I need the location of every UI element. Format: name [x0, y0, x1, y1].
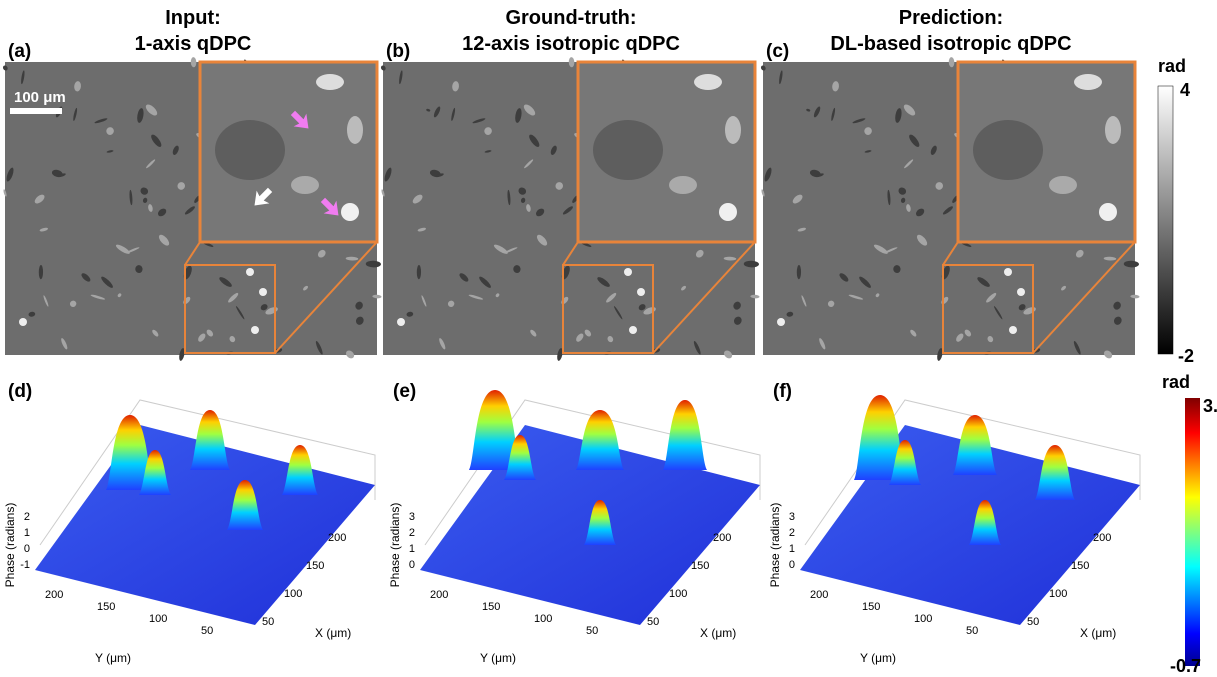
z-tick: 1 — [789, 543, 795, 555]
inset-cell — [316, 74, 344, 90]
panel-label: (c) — [766, 41, 789, 62]
inset-cell — [1105, 116, 1121, 144]
x-axis-label: X (μm) — [315, 626, 351, 640]
x-tick: 150 — [691, 560, 709, 572]
y-tick: 100 — [149, 613, 167, 625]
peak — [576, 410, 624, 470]
inset-cell — [725, 116, 741, 144]
y-tick: 200 — [430, 589, 448, 601]
bright-cell — [777, 318, 785, 326]
x-tick: 50 — [647, 616, 659, 628]
peak — [953, 415, 997, 475]
y-tick: 150 — [862, 601, 880, 613]
bright-cell — [251, 326, 259, 334]
inset-cell — [347, 116, 363, 144]
title: Input: — [165, 7, 221, 29]
title: DL-based isotropic qDPC — [830, 33, 1071, 55]
bright-cell — [19, 318, 27, 326]
z-tick: 3 — [409, 511, 415, 523]
bright-cell — [246, 268, 254, 276]
z-tick: 1 — [24, 527, 30, 539]
scale-bar — [10, 108, 62, 114]
x-tick: 100 — [669, 588, 687, 600]
colorbar-max: 4 — [1180, 80, 1190, 100]
z-axis-label: Phase (radians) — [768, 503, 782, 588]
scale-label: 100 μm — [14, 89, 66, 106]
bright-cell — [1009, 326, 1017, 334]
title: Ground-truth: — [505, 7, 636, 29]
y-tick: 150 — [482, 601, 500, 613]
x-axis-label: X (μm) — [1080, 626, 1116, 640]
x-tick: 50 — [1027, 616, 1039, 628]
z-tick: 2 — [409, 527, 415, 539]
x-tick: 150 — [306, 560, 324, 572]
y-tick: 150 — [97, 601, 115, 613]
y-tick: 200 — [810, 589, 828, 601]
title: 1-axis qDPC — [135, 33, 252, 55]
z-tick: 2 — [24, 511, 30, 523]
x-tick: 100 — [1049, 588, 1067, 600]
figure: Input: 1-axis qDPC (a) 100 μm Ground-truth: 1… — [0, 0, 1217, 677]
y-tick: 50 — [966, 625, 978, 637]
inset-cell — [694, 74, 722, 90]
y-tick: 100 — [534, 613, 552, 625]
z-tick: 2 — [789, 527, 795, 539]
inset-cell — [719, 203, 737, 221]
panel-label: (e) — [393, 381, 416, 402]
panel-label: (d) — [8, 381, 32, 402]
y-tick: 50 — [201, 625, 213, 637]
inset-dark — [973, 120, 1043, 180]
y-axis-label: Y (μm) — [480, 651, 516, 665]
colorbar-min: -2 — [1178, 346, 1194, 366]
z-tick: 0 — [789, 559, 795, 571]
z-axis-label: Phase (radians) — [3, 503, 17, 588]
inset-cell — [669, 176, 697, 194]
colorbar-min: -0.7 — [1170, 656, 1201, 676]
bright-cell — [1017, 288, 1025, 296]
x-tick: 50 — [262, 616, 274, 628]
x-tick: 200 — [1093, 532, 1111, 544]
bright-cell — [629, 326, 637, 334]
colorbar — [1158, 86, 1173, 354]
y-tick: 100 — [914, 613, 932, 625]
z-tick: 3 — [789, 511, 795, 523]
panel-label: (b) — [386, 41, 410, 62]
z-tick: 0 — [409, 559, 415, 571]
bright-cell — [397, 318, 405, 326]
x-axis-label: X (μm) — [700, 626, 736, 640]
title: 12-axis isotropic qDPC — [462, 33, 680, 55]
inset-cell — [1074, 74, 1102, 90]
inset-cell — [291, 176, 319, 194]
inset-dark — [593, 120, 663, 180]
inset-cell — [341, 203, 359, 221]
y-tick: 200 — [45, 589, 63, 601]
colorbar-unit: rad — [1162, 372, 1190, 392]
x-tick: 200 — [713, 532, 731, 544]
inset-dark — [215, 120, 285, 180]
colorbar — [1185, 398, 1200, 666]
y-tick: 50 — [586, 625, 598, 637]
x-tick: 100 — [284, 588, 302, 600]
inset-cell — [1099, 203, 1117, 221]
z-tick: 0 — [24, 543, 30, 555]
bright-cell — [1004, 268, 1012, 276]
inset-cell — [1049, 176, 1077, 194]
bright-cell — [624, 268, 632, 276]
panel-label: (a) — [8, 41, 31, 62]
z-axis-label: Phase (radians) — [388, 503, 402, 588]
y-axis-label: Y (μm) — [95, 651, 131, 665]
title: Prediction: — [899, 7, 1003, 29]
peak — [663, 400, 707, 470]
colorbar-max: 3.9 — [1203, 396, 1217, 416]
z-tick: 1 — [409, 543, 415, 555]
x-tick: 200 — [328, 532, 346, 544]
y-axis-label: Y (μm) — [860, 651, 896, 665]
bright-cell — [637, 288, 645, 296]
panel-label: (f) — [773, 381, 792, 402]
z-tick: -1 — [20, 559, 30, 571]
bright-cell — [259, 288, 267, 296]
colorbar-unit: rad — [1158, 56, 1186, 76]
x-tick: 150 — [1071, 560, 1089, 572]
